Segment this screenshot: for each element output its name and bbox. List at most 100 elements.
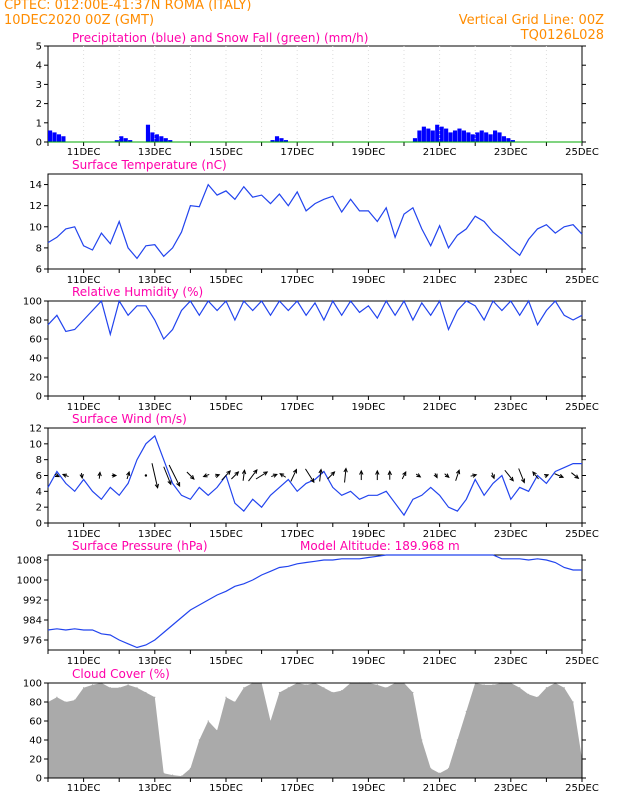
wind-arrow-head bbox=[97, 471, 102, 477]
precip-bar bbox=[417, 130, 422, 142]
date-label: 11DEC bbox=[67, 656, 101, 667]
wind-arrow-head bbox=[234, 471, 240, 476]
date-label: 25DEC bbox=[565, 147, 599, 158]
wind-arrow-head bbox=[544, 474, 550, 479]
cloud-point bbox=[65, 701, 67, 703]
wind-arrow-head bbox=[293, 468, 297, 474]
y-tick-label: 100 bbox=[23, 679, 42, 690]
date-label: 15DEC bbox=[209, 147, 243, 158]
cloud-point bbox=[447, 767, 450, 770]
y-tick-label: 5 bbox=[36, 42, 42, 53]
cloud-point bbox=[563, 687, 565, 689]
wind-arrow-head bbox=[61, 473, 68, 478]
y-tick-label: 20 bbox=[29, 755, 42, 766]
cloud-point bbox=[163, 772, 165, 774]
cloud-point bbox=[74, 699, 76, 701]
wind-arrow bbox=[554, 473, 564, 478]
date-label: 11DEC bbox=[67, 529, 101, 540]
y-tick-label: 0 bbox=[36, 392, 42, 403]
cloud-point bbox=[278, 691, 280, 694]
wind-arrow-head bbox=[189, 475, 195, 480]
wind-arrow-head bbox=[433, 473, 438, 479]
y-tick-label: 0 bbox=[36, 138, 42, 149]
wind-arrow-head bbox=[310, 478, 315, 484]
precip-bar bbox=[466, 132, 471, 142]
y-tick-label: 14 bbox=[29, 180, 42, 191]
wind-arrow bbox=[242, 470, 245, 481]
wind-arrow-head bbox=[279, 473, 285, 478]
precip-bar bbox=[444, 128, 449, 142]
cloud-point bbox=[305, 684, 307, 686]
date-label: 25DEC bbox=[565, 783, 599, 794]
date-label: 21DEC bbox=[423, 529, 457, 540]
precip-bar bbox=[274, 136, 280, 142]
wind-arrow-head bbox=[402, 470, 407, 477]
precip-bar bbox=[150, 132, 155, 142]
wind-arrow bbox=[305, 468, 315, 483]
y-tick-label: 992 bbox=[23, 596, 42, 607]
precip-bar bbox=[283, 140, 288, 142]
wind-arrow-head bbox=[330, 471, 336, 476]
cloud-point bbox=[412, 691, 414, 694]
wind-arrow-head bbox=[444, 473, 450, 478]
precip-bar bbox=[119, 136, 124, 142]
date-label: 17DEC bbox=[280, 275, 314, 286]
wind-arrow bbox=[455, 470, 460, 481]
date-label: 23DEC bbox=[494, 529, 528, 540]
wind-arrow-head bbox=[202, 473, 208, 478]
cloud-point bbox=[118, 687, 120, 689]
wind-arrow-head bbox=[416, 473, 422, 478]
date-label: 13DEC bbox=[138, 656, 172, 667]
cloud-point bbox=[287, 687, 289, 689]
cloud-point bbox=[519, 687, 521, 689]
cloud-point bbox=[136, 687, 138, 689]
wind-arrow bbox=[231, 471, 239, 480]
y-tick-label: 10 bbox=[29, 439, 42, 450]
plot-frame bbox=[47, 173, 583, 270]
cloud-area bbox=[48, 683, 582, 778]
y-tick-label: 60 bbox=[29, 717, 42, 728]
plot-frame-top bbox=[47, 682, 583, 779]
precip-bar bbox=[479, 130, 484, 142]
series-line bbox=[47, 434, 582, 517]
cloud-point bbox=[572, 701, 574, 703]
date-label: 23DEC bbox=[494, 275, 528, 286]
date-label: 21DEC bbox=[423, 147, 457, 158]
wind-arrow bbox=[255, 471, 268, 480]
cloud-point bbox=[456, 739, 458, 741]
date-label: 25DEC bbox=[565, 656, 599, 667]
wind-arrow-head bbox=[167, 480, 172, 486]
y-tick-label: 4 bbox=[36, 61, 42, 72]
date-label: 19DEC bbox=[352, 147, 386, 158]
wind-arrow bbox=[571, 472, 579, 479]
cloud-point bbox=[207, 720, 209, 722]
precip-bar bbox=[154, 134, 159, 142]
date-label: 13DEC bbox=[138, 275, 172, 286]
wind-arrow bbox=[144, 474, 148, 477]
date-label: 25DEC bbox=[565, 402, 599, 413]
wind-arrow-head bbox=[112, 473, 118, 478]
series-line bbox=[47, 183, 583, 260]
date-label: 19DEC bbox=[352, 529, 386, 540]
date-label: 21DEC bbox=[423, 402, 457, 413]
y-tick-label: 20 bbox=[29, 373, 42, 384]
y-tick-label: 0 bbox=[36, 519, 42, 530]
chart-title: Surface Temperature (nC) bbox=[72, 158, 227, 172]
y-tick-label: 12 bbox=[29, 424, 42, 435]
precip-bar bbox=[488, 134, 493, 142]
panel-0: Precipitation (blue) and Snow Fall (gree… bbox=[36, 31, 599, 158]
wind-arrow bbox=[344, 468, 347, 483]
precip-bar bbox=[48, 130, 53, 142]
cloud-point bbox=[180, 775, 183, 777]
precip-bar bbox=[163, 138, 168, 142]
wind-arrow-head bbox=[520, 478, 526, 484]
y-tick-label: 40 bbox=[29, 736, 42, 747]
cloud-point bbox=[216, 729, 218, 732]
cloud-point bbox=[109, 687, 111, 689]
series-line bbox=[47, 554, 582, 649]
wind-arrow-head bbox=[241, 469, 247, 475]
header-grid-note: Vertical Grid Line: 00Z bbox=[458, 13, 604, 28]
series-line bbox=[47, 299, 583, 341]
precip-bar bbox=[412, 138, 418, 142]
